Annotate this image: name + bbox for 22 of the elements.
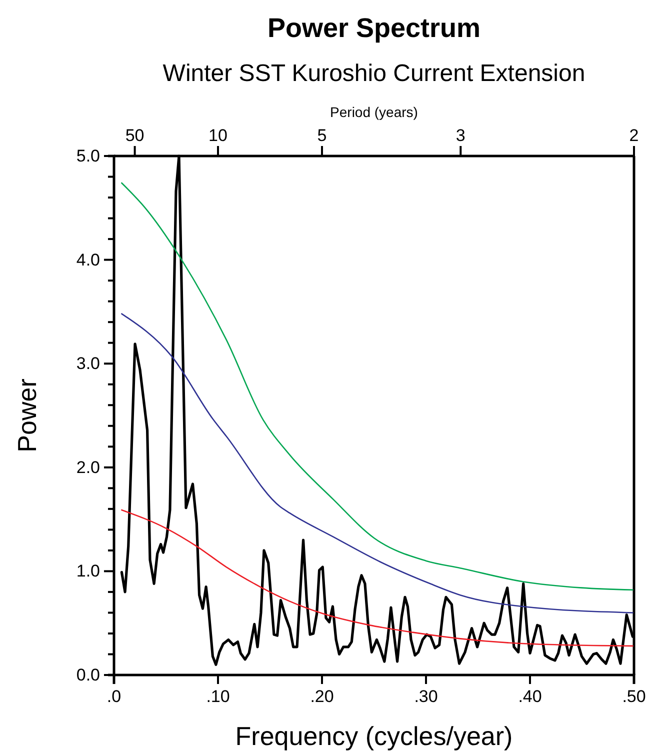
x-tick-label: .10 xyxy=(206,687,230,706)
annotation: 2 xyxy=(629,126,639,145)
x-tick-label: .30 xyxy=(414,687,438,706)
y-tick-label: 0.0 xyxy=(76,665,100,684)
y-tick-label: 4.0 xyxy=(76,250,100,270)
x-tick-label: .0 xyxy=(106,687,122,706)
x-axis-title: Frequency (cycles/year) xyxy=(235,721,513,751)
y-tick-label: 5.0 xyxy=(76,146,100,166)
chart-title: Power Spectrum xyxy=(267,13,481,43)
x-tick-label: .50 xyxy=(622,687,646,706)
annotation: 5 xyxy=(317,126,327,145)
annotation: 3 xyxy=(456,126,466,145)
annotation: 10 xyxy=(208,126,228,145)
y-tick-label: 1.0 xyxy=(76,562,100,581)
y-tick-label: 2.0 xyxy=(76,458,100,477)
x2-axis-title: Period (years) xyxy=(330,104,418,120)
chart-subtitle: Winter SST Kuroshio Current Extension xyxy=(162,60,586,87)
x-tick-label: .40 xyxy=(518,687,542,706)
annotation: 50 xyxy=(125,126,144,145)
y-tick-label: 3.0 xyxy=(76,354,100,374)
x-tick-label: .20 xyxy=(310,687,334,706)
y-axis-title: Power xyxy=(12,378,42,452)
